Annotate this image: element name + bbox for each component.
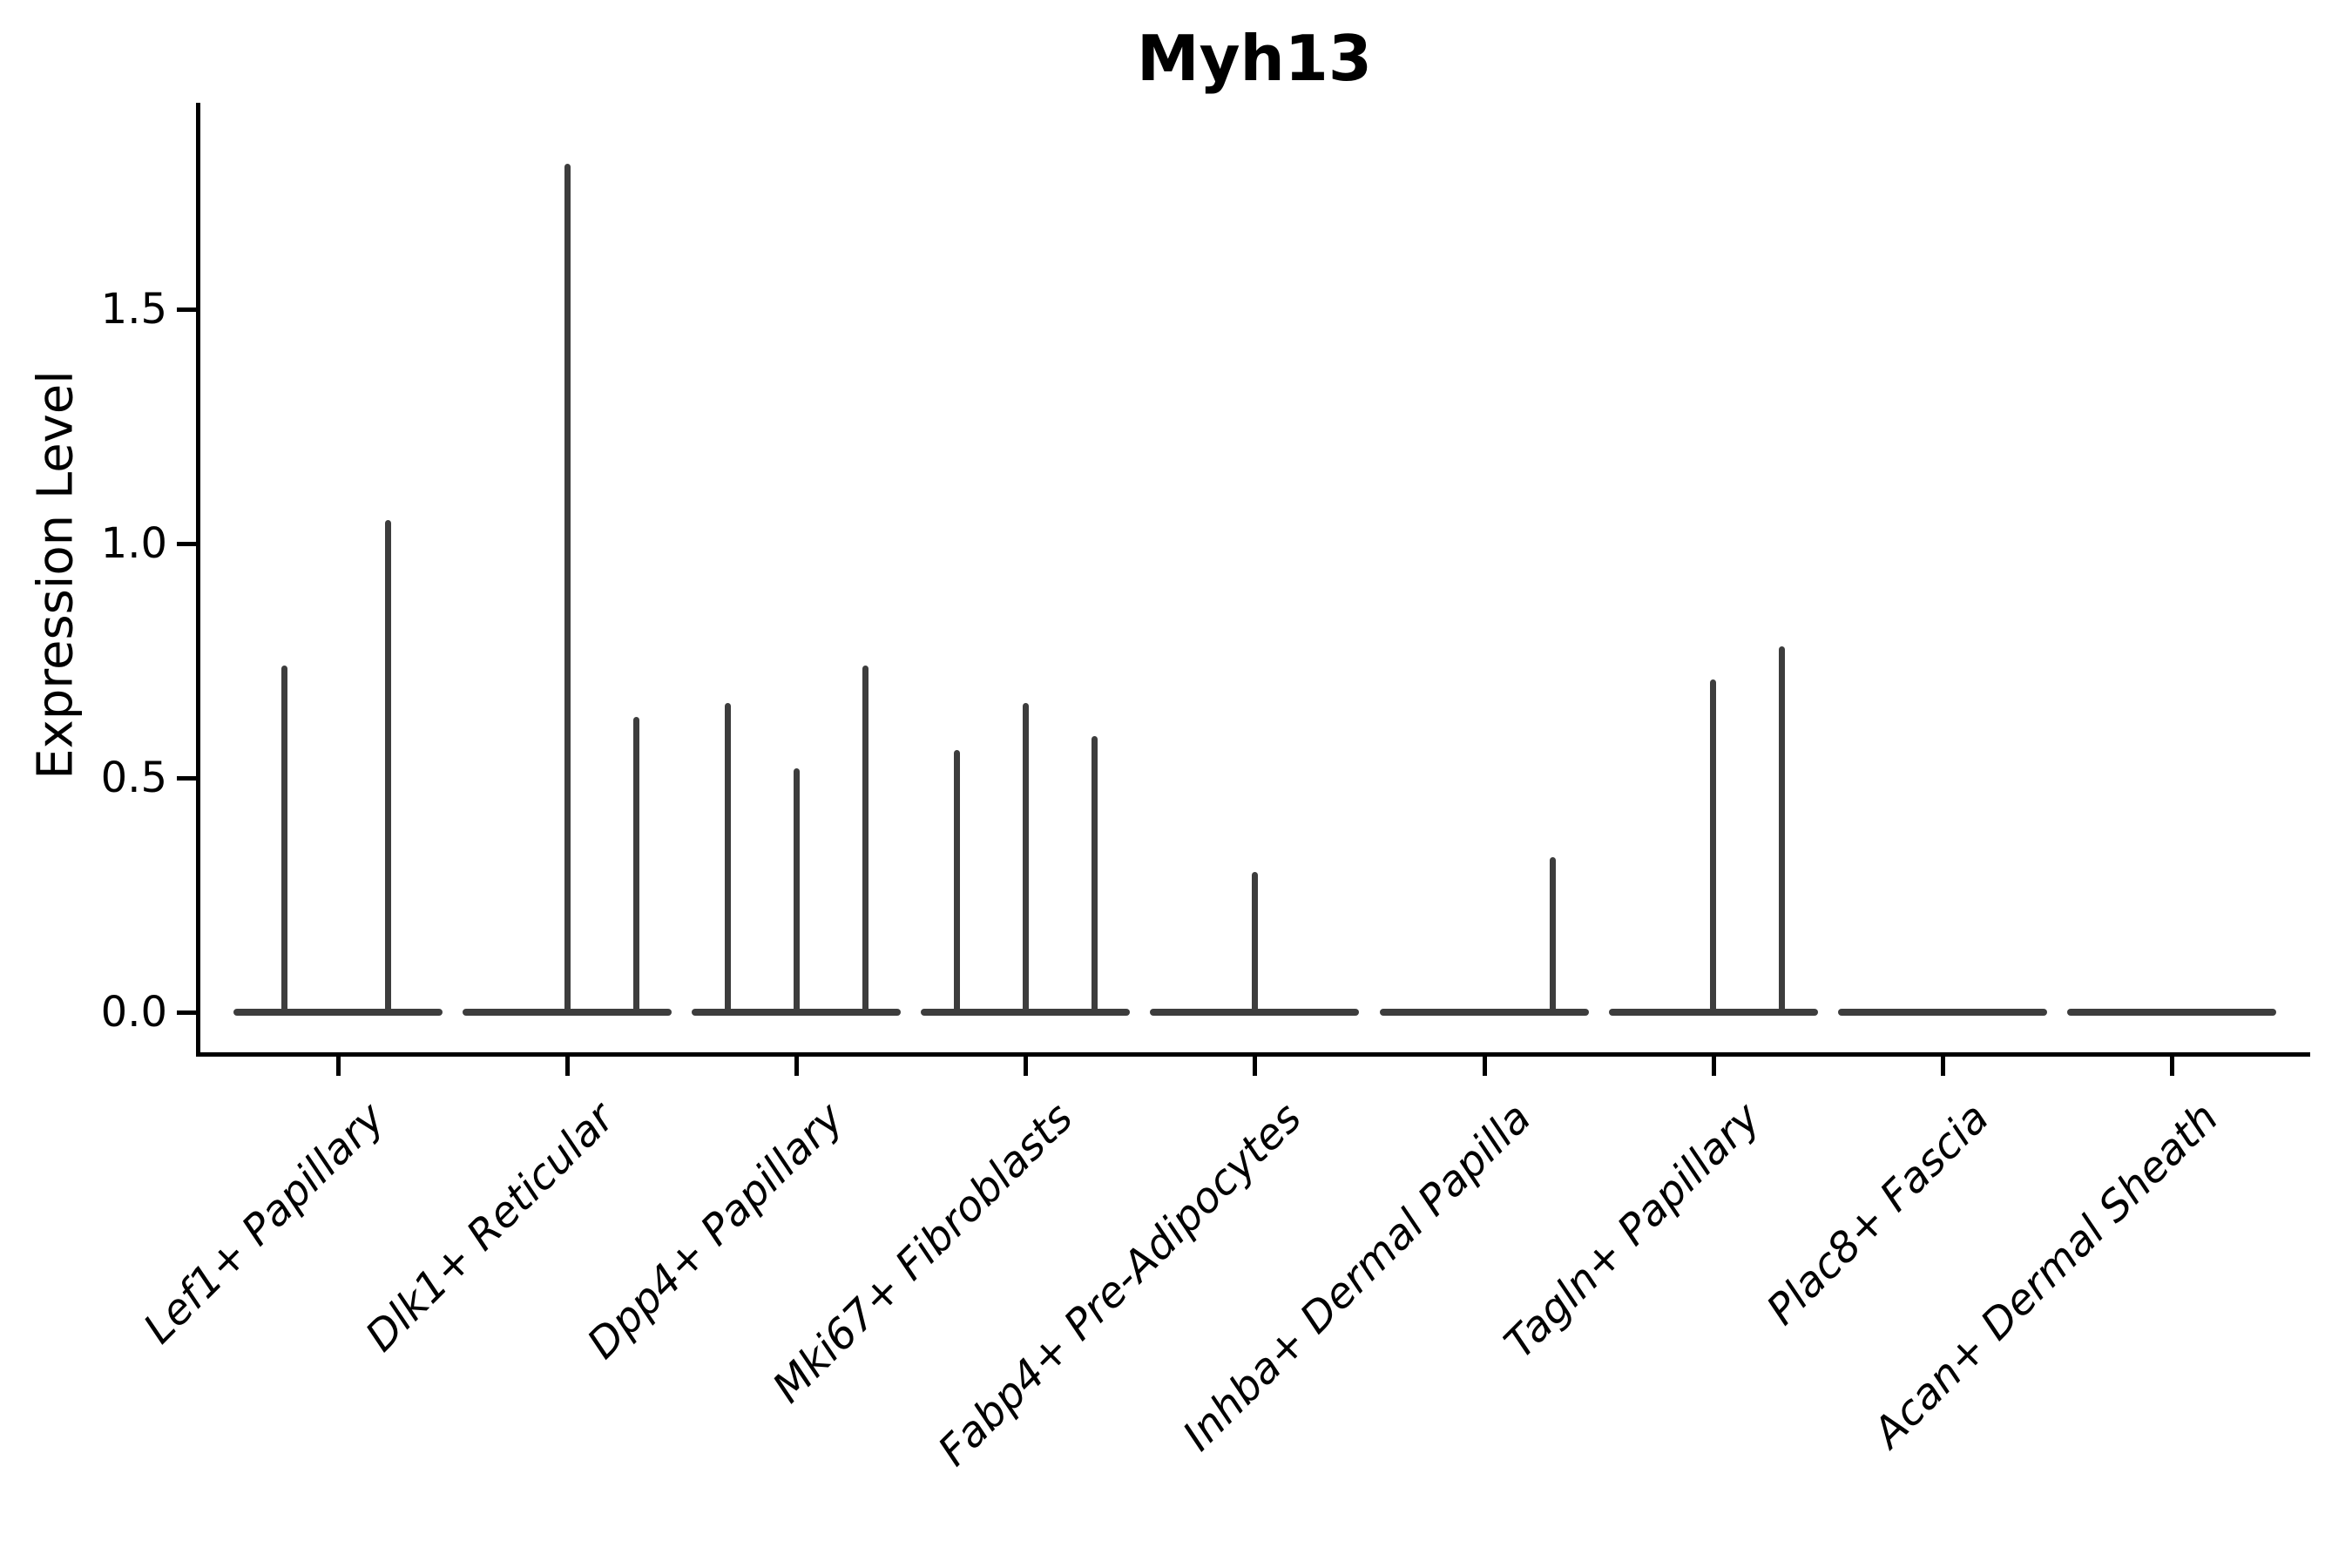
- violin-spike: [1251, 871, 1258, 1014]
- y-axis-spine: [196, 103, 200, 1057]
- violin-spike: [1779, 646, 1786, 1014]
- y-axis-label: Expression Level: [27, 370, 84, 780]
- violin-spike: [564, 164, 571, 1014]
- violin-spike: [1091, 735, 1098, 1014]
- x-tick-label: Dlk1+ Reticular: [355, 1093, 624, 1362]
- violin-spike: [384, 520, 391, 1014]
- y-tick: [177, 1010, 196, 1015]
- violin-base: [1379, 1009, 1589, 1016]
- y-tick: [177, 776, 196, 781]
- violin-base: [1837, 1009, 2047, 1016]
- y-tick-label: 1.0: [100, 519, 167, 568]
- violin-spike: [1710, 679, 1717, 1014]
- violin-spike: [1022, 702, 1029, 1014]
- x-tick: [336, 1057, 341, 1076]
- violin-spike: [862, 665, 868, 1014]
- y-tick-label: 1.5: [100, 285, 167, 334]
- violin-spike: [724, 702, 731, 1014]
- x-tick-label: Dpp4+ Papillary: [578, 1093, 853, 1369]
- violin-spike: [953, 749, 960, 1014]
- x-tick: [1253, 1057, 1258, 1076]
- x-tick: [1711, 1057, 1716, 1076]
- violin-spike: [1550, 857, 1556, 1014]
- y-tick: [177, 308, 196, 312]
- y-tick: [177, 542, 196, 546]
- violin-base: [233, 1009, 443, 1016]
- x-tick-label: Tagln+ Papillary: [1495, 1093, 1770, 1369]
- x-tick-label: Plac8+ Fascia: [1757, 1093, 1999, 1335]
- y-tick-label: 0.5: [100, 754, 167, 802]
- violin-base: [2066, 1009, 2276, 1016]
- violin-spike: [280, 665, 287, 1014]
- plot-title: Myh13: [1136, 22, 1373, 95]
- violin-spike: [632, 717, 639, 1014]
- x-tick: [1024, 1057, 1029, 1076]
- x-axis-spine: [196, 1052, 2310, 1057]
- x-tick: [794, 1057, 800, 1076]
- violin-spike: [793, 768, 800, 1014]
- x-tick: [1940, 1057, 1945, 1076]
- x-tick: [1482, 1057, 1487, 1076]
- x-tick: [2169, 1057, 2174, 1076]
- y-tick-label: 0.0: [100, 988, 167, 1037]
- x-tick-label: Lef1+ Papillary: [134, 1093, 395, 1354]
- x-tick: [565, 1057, 571, 1076]
